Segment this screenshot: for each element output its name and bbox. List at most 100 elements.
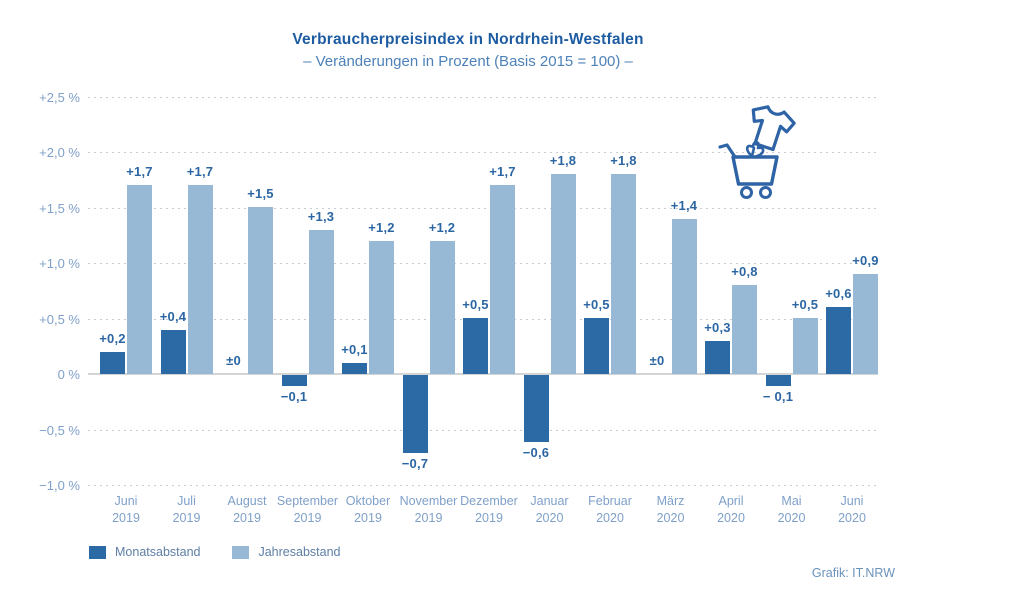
bar-value-label: +1,3: [307, 209, 335, 224]
month-year: 2019: [475, 511, 503, 525]
x-axis-month-label: April 2020: [692, 493, 770, 527]
month-year: 2020: [838, 511, 866, 525]
x-axis-month-label: September 2019: [269, 493, 347, 527]
month-year: 2020: [717, 511, 745, 525]
gridline: [88, 152, 878, 153]
x-axis-month-label: Juli 2019: [148, 493, 226, 527]
bar-value-label: +0,8: [731, 264, 758, 279]
x-axis-month-label: Januar 2020: [511, 493, 589, 527]
bar-jahresabstand: [611, 174, 636, 374]
title-block: Verbraucherpreisindex in Nordrhein-Westf…: [0, 31, 936, 70]
gridline: [88, 263, 878, 264]
y-axis-tick-label: −1,0 %: [39, 478, 80, 493]
bar-value-label: +0,3: [704, 320, 731, 335]
bar-jahresabstand: [490, 185, 515, 374]
month-year: 2019: [293, 511, 322, 525]
y-axis-tick-label: +0,5 %: [39, 311, 80, 327]
month-year: 2019: [112, 511, 140, 525]
legend-swatch-jahresabstand: [232, 545, 250, 559]
bar-value-label: +1,8: [549, 153, 577, 168]
month-name: Mai: [781, 494, 802, 508]
gridline: [88, 207, 878, 209]
bar-monatsabstand: [100, 352, 125, 374]
y-axis-tick-label: +1,0 %: [39, 256, 80, 271]
month-year: 2019: [354, 511, 382, 525]
month-year: 2019: [414, 511, 443, 525]
month-year: 2020: [535, 511, 564, 525]
credit-text: Grafik: IT.NRW: [811, 566, 895, 580]
bar-monatsabstand: [281, 375, 307, 386]
month-year: 2019: [172, 511, 201, 525]
bar-jahresabstand: [429, 241, 455, 374]
bar-value-label: +0,5: [791, 297, 819, 312]
bar-value-label: −0,6: [522, 445, 550, 460]
gridline: [88, 96, 878, 98]
bar-value-label: ±0: [226, 353, 241, 368]
bar-monatsabstand: [584, 318, 609, 374]
bar-value-label: +1,7: [126, 164, 153, 179]
x-axis-month-label: August 2019: [208, 493, 286, 527]
bar-monatsabstand: [342, 363, 367, 374]
bar-jahresabstand: [369, 241, 394, 374]
month-name: August: [227, 494, 267, 508]
bar-value-label: +1,2: [428, 220, 456, 235]
bar-jahresabstand: [127, 185, 152, 374]
chart-title: Verbraucherpreisindex in Nordrhein-Westf…: [292, 31, 644, 48]
bar-value-label: +0,6: [825, 286, 852, 301]
y-axis-tick-label: +2,0 %: [39, 145, 80, 160]
x-axis-month-label: Juni 2019: [87, 493, 165, 527]
month-name: September: [276, 494, 339, 508]
bar-value-label: +1,4: [670, 198, 698, 213]
bar-jahresabstand: [792, 318, 818, 374]
bar-monatsabstand: [523, 375, 549, 442]
bar-value-label: +0,9: [852, 253, 879, 268]
x-axis-month-label: Dezember 2019: [450, 493, 528, 527]
bar-value-label: +0,5: [583, 297, 610, 312]
month-name: Juni: [840, 494, 864, 508]
month-name: Juli: [177, 494, 196, 508]
bar-value-label: +1,7: [489, 164, 516, 179]
bar-value-label: +0,2: [99, 331, 126, 346]
month-name: November: [399, 494, 458, 508]
bar-jahresabstand: [853, 274, 878, 374]
bar-monatsabstand: [705, 341, 730, 374]
bar-jahresabstand: [187, 185, 213, 374]
bar-value-label: +0,1: [341, 342, 368, 357]
bar-value-label: − 0,1: [762, 389, 794, 404]
shopping-cart-with-t-shirt-icon: [718, 105, 796, 199]
bar-value-label: +1,8: [610, 153, 637, 168]
legend-item-monatsabstand: Monatsabstand: [89, 545, 200, 559]
bar-monatsabstand: [160, 330, 186, 374]
chart-subtitle: – Veränderungen in Prozent (Basis 2015 =…: [303, 53, 633, 70]
bar-value-label: −0,1: [280, 389, 308, 404]
bar-jahresabstand: [732, 285, 757, 374]
month-name: Oktober: [345, 494, 391, 508]
y-axis-tick-label: +1,5 %: [39, 200, 80, 216]
bar-monatsabstand: [826, 307, 851, 374]
legend: Monatsabstand Jahresabstand: [89, 545, 341, 559]
month-year: 2020: [596, 511, 624, 525]
month-name: März: [656, 494, 685, 508]
zero-axis-line: [88, 373, 878, 375]
month-year: 2019: [233, 511, 261, 525]
bar-value-label: −0,7: [401, 456, 429, 471]
bar-value-label: ±0: [649, 353, 665, 368]
legend-label-jahresabstand: Jahresabstand: [258, 545, 341, 559]
month-year: 2020: [656, 511, 685, 525]
bar-jahresabstand: [671, 219, 697, 374]
bar-jahresabstand: [550, 174, 576, 374]
bar-monatsabstand: [463, 318, 488, 374]
month-year: 2020: [777, 511, 806, 525]
legend-swatch-monatsabstand: [89, 545, 106, 559]
y-axis-tick-label: 0 %: [57, 367, 80, 382]
x-axis-month-label: März 2020: [632, 493, 710, 527]
x-axis-month-label: Mai 2020: [753, 493, 831, 527]
bar-value-label: +1,7: [186, 164, 214, 179]
bar-monatsabstand: [402, 375, 428, 453]
month-name: Dezember: [460, 494, 518, 508]
gridline: [88, 485, 878, 486]
legend-label-monatsabstand: Monatsabstand: [115, 545, 201, 559]
bar-jahresabstand: [308, 230, 334, 374]
x-axis-month-label: November 2019: [390, 493, 468, 527]
